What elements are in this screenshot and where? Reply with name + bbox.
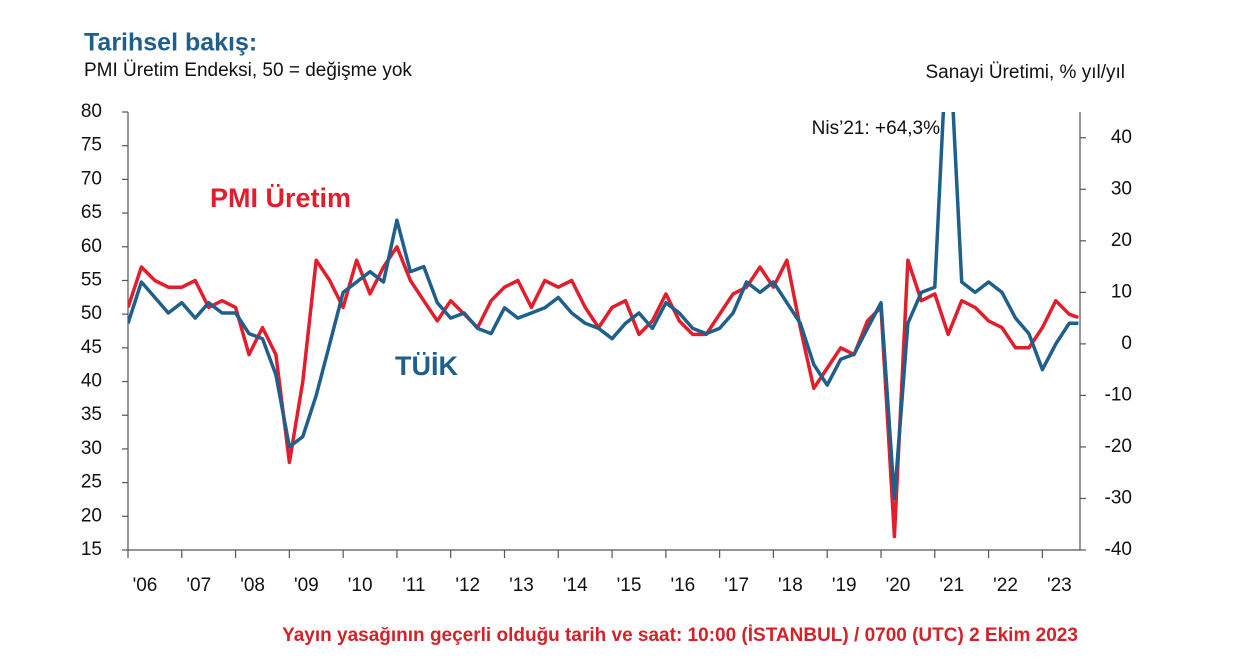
chart-title: Tarihsel bakış: xyxy=(84,29,257,57)
y-tick-label: 20 xyxy=(81,505,102,526)
y2-tick-label: 40 xyxy=(1111,127,1132,148)
y2-axis-title: Sanayi Üretimi, % yıl/yıl xyxy=(925,62,1125,83)
y-tick-label: 45 xyxy=(81,337,102,358)
x-tick-label: '19 xyxy=(832,575,857,596)
y-tick-label: 40 xyxy=(81,371,102,392)
x-tick-label: '13 xyxy=(509,575,534,596)
y2-tick-label: 30 xyxy=(1111,178,1132,199)
x-tick-label: '18 xyxy=(778,575,803,596)
x-tick-label: '14 xyxy=(563,575,588,596)
x-tick-label: '16 xyxy=(670,575,695,596)
y-tick-label: 25 xyxy=(81,472,102,493)
y2-tick-label: -10 xyxy=(1105,384,1132,405)
x-tick-label: '12 xyxy=(455,575,480,596)
y-tick-label: 55 xyxy=(81,269,102,290)
x-tick-label: '15 xyxy=(617,575,642,596)
series-line xyxy=(128,112,1079,501)
x-tick-label: '11 xyxy=(402,575,425,596)
annotation: Nis’21: +64,3% xyxy=(812,118,940,139)
chart-subtitle: PMI Üretim Endeksi, 50 = değişme yok xyxy=(84,60,412,81)
y-tick-label: 30 xyxy=(81,438,102,459)
y2-tick-label: -40 xyxy=(1105,539,1132,560)
x-tick-label: '09 xyxy=(294,575,319,596)
x-tick-label: '20 xyxy=(886,575,911,596)
footer: Yayın yasağının geçerli olduğu tarih ve … xyxy=(282,625,1078,646)
y-tick-label: 60 xyxy=(81,236,102,257)
y2-tick-label: -30 xyxy=(1105,487,1132,508)
y-tick-label: 75 xyxy=(81,135,102,156)
x-tick-label: '10 xyxy=(348,575,373,596)
plot-area xyxy=(128,112,1079,539)
x-tick-label: '21 xyxy=(939,575,964,596)
y2-tick-label: -20 xyxy=(1105,436,1132,457)
y2-tick-label: 10 xyxy=(1111,281,1132,302)
x-tick-label: '06 xyxy=(133,575,158,596)
y-tick-label: 35 xyxy=(81,404,102,425)
y-tick-label: 15 xyxy=(81,539,102,560)
y-tick-label: 70 xyxy=(81,168,102,189)
series-line xyxy=(128,245,1079,539)
y2-tick-label: 0 xyxy=(1121,333,1132,354)
series-label: PMI Üretim xyxy=(210,183,351,213)
y2-tick-label: 20 xyxy=(1111,230,1132,251)
series-label: TÜİK xyxy=(395,351,458,381)
x-tick-label: '17 xyxy=(724,575,749,596)
x-tick-label: '08 xyxy=(240,575,265,596)
x-tick-label: '22 xyxy=(993,575,1018,596)
y-tick-label: 65 xyxy=(81,202,102,223)
x-tick-label: '07 xyxy=(186,575,211,596)
y-tick-label: 50 xyxy=(81,303,102,324)
x-tick-label: '23 xyxy=(1047,575,1072,596)
y-tick-label: 80 xyxy=(81,101,102,122)
